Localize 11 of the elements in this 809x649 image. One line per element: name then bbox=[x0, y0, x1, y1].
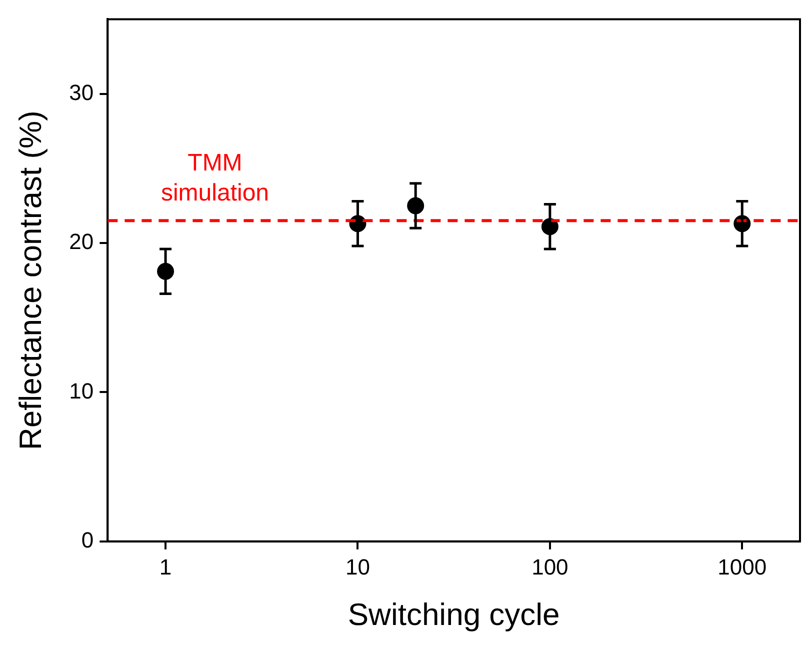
y-tick-label: 30 bbox=[69, 80, 94, 105]
x-tick-label: 10 bbox=[345, 554, 370, 580]
x-tick-label: 1 bbox=[159, 554, 172, 580]
y-tick-label: 10 bbox=[69, 378, 94, 404]
y-tick-label: 0 bbox=[81, 527, 94, 552]
ref-line-label: TMM simulation bbox=[160, 150, 270, 207]
y-tick-label: 20 bbox=[69, 229, 94, 254]
x-tick-label: 100 bbox=[532, 554, 568, 580]
x-axis-title: Switching cycle bbox=[348, 596, 560, 632]
x-tick-label: 1000 bbox=[718, 554, 767, 580]
y-axis-title: Reflectance contrast (%) bbox=[13, 110, 48, 450]
